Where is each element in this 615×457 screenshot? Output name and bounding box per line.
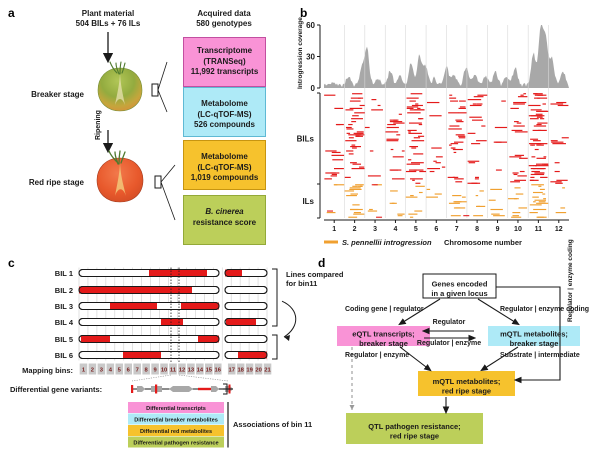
svg-text:Differential transcripts: Differential transcripts xyxy=(146,406,206,412)
svg-text:12: 12 xyxy=(179,368,185,374)
svg-text:Regulator: Regulator xyxy=(433,319,466,326)
svg-text:21: 21 xyxy=(264,368,271,374)
svg-text:14: 14 xyxy=(197,368,204,374)
svg-text:Differential pathogen resistan: Differential pathogen resistance xyxy=(133,441,218,447)
svg-text:Regulator | enzyme: Regulator | enzyme xyxy=(345,352,409,359)
svg-text:BIL 4: BIL 4 xyxy=(55,318,74,327)
svg-text:BILs: BILs xyxy=(297,135,315,144)
svg-text:breaker stage: breaker stage xyxy=(359,339,408,348)
svg-text:19: 19 xyxy=(246,368,253,374)
svg-text:BIL 6: BIL 6 xyxy=(55,351,73,360)
svg-text:5: 5 xyxy=(414,226,418,233)
svg-text:7: 7 xyxy=(136,368,139,374)
svg-text:eQTL transcripts;: eQTL transcripts; xyxy=(352,330,414,339)
svg-text:8: 8 xyxy=(475,226,479,233)
svg-text:Substrate | intermediate: Substrate | intermediate xyxy=(500,352,580,359)
svg-text:mQTL metabolites;: mQTL metabolites; xyxy=(433,377,501,386)
svg-text:Differential breaker metabolit: Differential breaker metabolites xyxy=(134,418,218,424)
svg-text:30: 30 xyxy=(306,53,315,62)
svg-text:16: 16 xyxy=(215,368,222,374)
svg-text:20: 20 xyxy=(255,368,261,374)
svg-text:7: 7 xyxy=(455,226,459,233)
svg-text:18: 18 xyxy=(237,368,244,374)
svg-text:BIL 2: BIL 2 xyxy=(55,286,73,295)
svg-text:mQTL metabolites;: mQTL metabolites; xyxy=(500,330,568,339)
svg-text:13: 13 xyxy=(188,368,195,374)
svg-text:10: 10 xyxy=(514,226,522,233)
svg-text:17: 17 xyxy=(228,368,234,374)
svg-text:10: 10 xyxy=(161,368,167,374)
svg-text:Regulator | enzyme coding: Regulator | enzyme coding xyxy=(500,306,589,313)
svg-text:1: 1 xyxy=(332,226,336,233)
svg-text:2: 2 xyxy=(353,226,357,233)
svg-text:Chromosome number: Chromosome number xyxy=(444,238,522,247)
svg-text:BIL 5: BIL 5 xyxy=(55,335,73,344)
svg-text:6: 6 xyxy=(434,226,438,233)
svg-text:red ripe stage: red ripe stage xyxy=(390,432,439,441)
svg-text:BIL 3: BIL 3 xyxy=(55,302,73,311)
svg-text:2: 2 xyxy=(91,368,94,374)
svg-text:in a given locus: in a given locus xyxy=(431,289,487,298)
svg-text:red ripe stage: red ripe stage xyxy=(442,387,491,396)
svg-text:9: 9 xyxy=(496,226,500,233)
svg-text:4: 4 xyxy=(394,226,398,233)
svg-text:0: 0 xyxy=(311,84,316,93)
svg-text:Mapping bins:: Mapping bins: xyxy=(22,366,73,375)
svg-text:11: 11 xyxy=(170,368,177,374)
svg-text:Coding gene | regulator: Coding gene | regulator xyxy=(345,306,424,313)
svg-text:Differential gene variants:: Differential gene variants: xyxy=(10,385,102,394)
svg-text:BIL 1: BIL 1 xyxy=(55,269,73,278)
svg-text:S. pennellii introgression: S. pennellii introgression xyxy=(342,238,432,247)
svg-text:11: 11 xyxy=(535,226,543,233)
svg-text:60: 60 xyxy=(306,21,315,30)
svg-text:15: 15 xyxy=(206,368,213,374)
svg-text:breaker stage: breaker stage xyxy=(510,339,559,348)
svg-text:12: 12 xyxy=(555,226,563,233)
svg-text:Differential red metabolites: Differential red metabolites xyxy=(140,429,212,435)
svg-text:ILs: ILs xyxy=(302,197,314,206)
svg-text:Regulator | enzyme: Regulator | enzyme xyxy=(417,340,481,347)
svg-text:QTL pathogen resistance;: QTL pathogen resistance; xyxy=(368,422,460,431)
svg-text:Genes encoded: Genes encoded xyxy=(432,280,488,289)
svg-text:Associations of bin 11: Associations of bin 11 xyxy=(233,420,312,429)
svg-text:3: 3 xyxy=(373,226,377,233)
